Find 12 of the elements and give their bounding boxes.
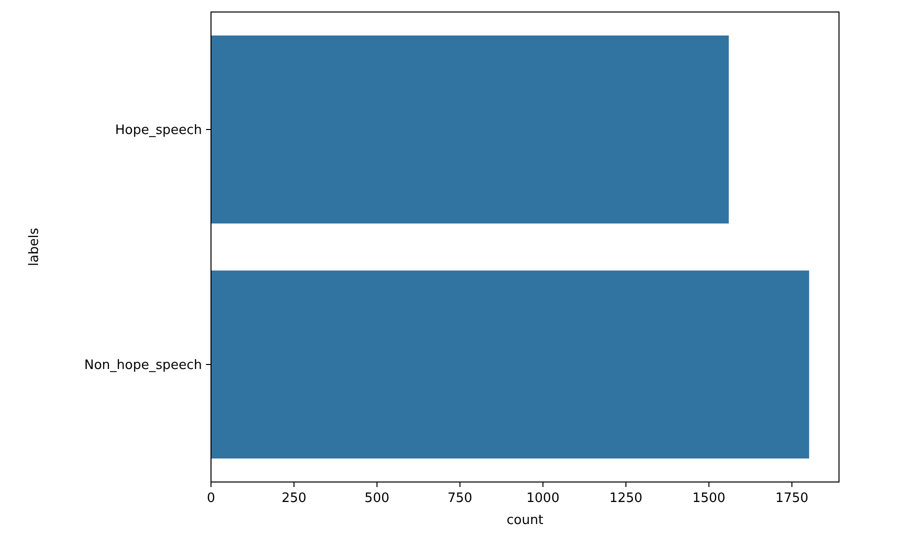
- x-tick-label: 500: [364, 491, 390, 506]
- x-tick-label: 1000: [526, 491, 560, 506]
- x-tick-label: 1750: [775, 491, 808, 506]
- x-tick-label: 1250: [609, 491, 642, 506]
- y-tick-label: Hope_speech: [115, 123, 202, 138]
- x-tick-label: 1500: [692, 491, 726, 506]
- x-tick-label: 750: [448, 491, 472, 506]
- y-axis-title: labels: [27, 228, 42, 266]
- x-axis-title: count: [506, 513, 544, 528]
- x-tick-label: 0: [206, 491, 216, 506]
- y-tick-label: Non_hope_speech: [84, 358, 202, 374]
- x-tick-label: 250: [282, 491, 306, 506]
